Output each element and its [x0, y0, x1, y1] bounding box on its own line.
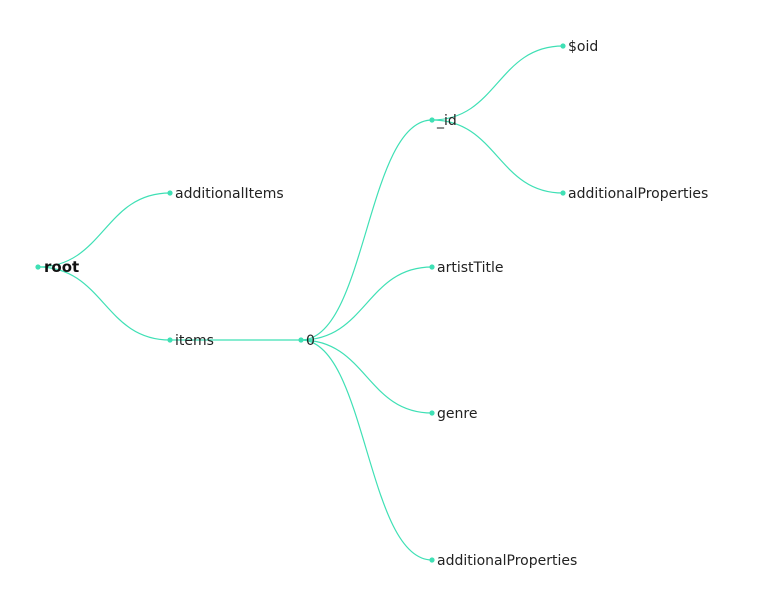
node-label: artistTitle [437, 260, 504, 276]
node-dot [429, 264, 435, 270]
node-label: 0 [306, 333, 315, 349]
node-artistTitle[interactable]: artistTitle [429, 260, 504, 276]
node-label: items [175, 333, 214, 349]
tree-link [300, 119, 433, 341]
node-0-additionalProperties[interactable]: additionalProperties [429, 553, 577, 569]
tree-link [431, 119, 564, 194]
node-dot [429, 557, 435, 563]
node-items[interactable]: items [167, 333, 214, 349]
node-dot [167, 337, 173, 343]
node-dot [560, 190, 566, 196]
tree-link [300, 339, 433, 561]
node-id[interactable]: _id [429, 113, 457, 129]
node-label: additionalProperties [568, 186, 708, 202]
node-dot [298, 337, 304, 343]
node-dot [35, 264, 41, 270]
node-0[interactable]: 0 [298, 333, 315, 349]
node-label: additionalProperties [437, 553, 577, 569]
node-oid[interactable]: $oid [560, 39, 598, 55]
node-dot [429, 410, 435, 416]
node-additionalItems[interactable]: additionalItems [167, 186, 284, 202]
tree-link [37, 266, 171, 341]
node-root[interactable]: root [35, 258, 79, 276]
node-dot [429, 117, 435, 123]
node-label: genre [437, 406, 477, 422]
node-dot [560, 43, 566, 49]
tree-nodes: root additionalItems items 0 _id $oid ad… [35, 39, 708, 569]
node-label: root [44, 258, 79, 276]
node-id-additionalProperties[interactable]: additionalProperties [560, 186, 708, 202]
tree-link [431, 45, 564, 121]
tree-link [300, 266, 433, 341]
node-dot [167, 190, 173, 196]
tree-link [300, 339, 433, 414]
node-genre[interactable]: genre [429, 406, 477, 422]
tree-link [37, 192, 171, 268]
node-label: $oid [568, 39, 598, 55]
node-label: _id [436, 113, 457, 129]
node-label: additionalItems [175, 186, 284, 202]
tree-links [37, 45, 564, 561]
